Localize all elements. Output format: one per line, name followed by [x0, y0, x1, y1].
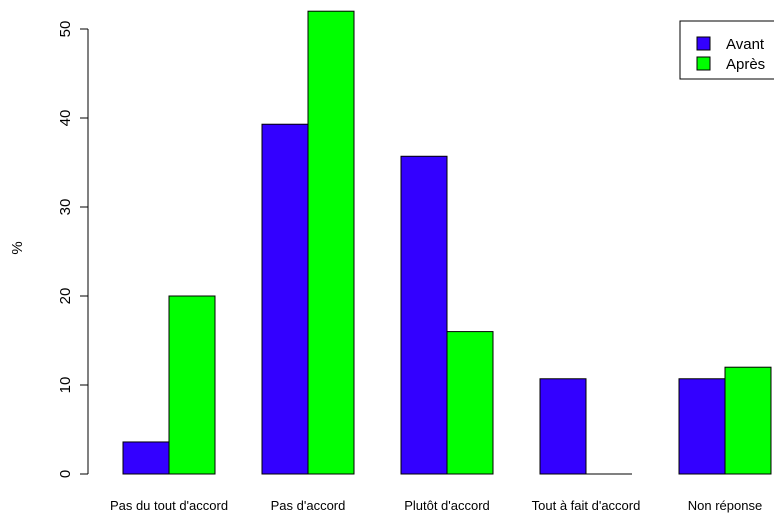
category-label: Tout à fait d'accord: [532, 498, 641, 513]
y-tick-label: 30: [57, 199, 74, 216]
bar-apr-s: [724, 366, 772, 475]
category-label: Pas du tout d'accord: [110, 498, 228, 513]
category-label: Pas d'accord: [271, 498, 346, 513]
bar-avant: [539, 378, 587, 475]
legend-swatch: [696, 56, 711, 71]
legend: Avant Après: [679, 20, 774, 80]
y-tick-label: 50: [57, 21, 74, 38]
bar-avant: [122, 441, 170, 475]
legend-label: Avant: [726, 36, 765, 53]
legend-label: Après: [726, 56, 765, 73]
category-labels: Pas du tout d'accord Pas d'accord Plutôt d…: [110, 498, 762, 513]
bar-apr-s: [307, 10, 355, 475]
bar-apr-s: [168, 295, 216, 475]
y-axis: 0 10 20 30 40 50: [57, 21, 89, 478]
category-label: Non réponse: [688, 498, 762, 513]
bar-avant: [400, 155, 448, 475]
legend-swatch: [696, 36, 711, 51]
y-axis-label: %: [9, 241, 26, 254]
bar-avant: [261, 123, 309, 475]
y-tick-label: 40: [57, 110, 74, 127]
legend-box: [679, 20, 774, 80]
y-tick-label: 0: [57, 470, 74, 478]
y-tick-label: 10: [57, 377, 74, 394]
y-tick-label: 20: [57, 288, 74, 305]
bars: [122, 10, 772, 475]
bar-avant: [678, 378, 726, 475]
bar-apr-s: [446, 331, 494, 475]
category-label: Plutôt d'accord: [404, 498, 490, 513]
